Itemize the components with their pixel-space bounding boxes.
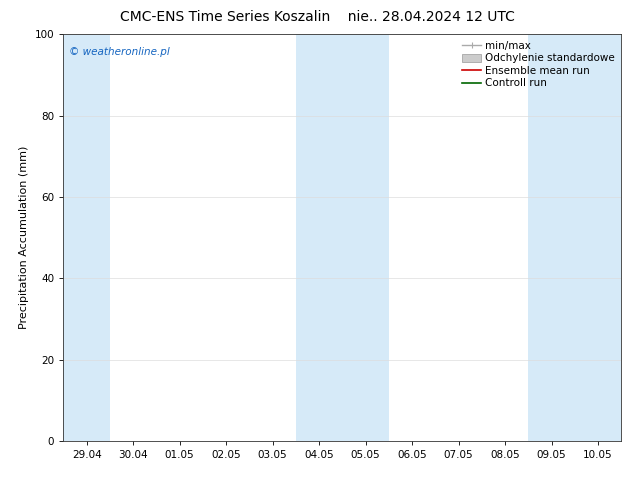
Bar [296,34,389,441]
Text: © weatheronline.pl: © weatheronline.pl [69,47,170,56]
Bar [63,34,110,441]
Bar [528,34,621,441]
Y-axis label: Precipitation Accumulation (mm): Precipitation Accumulation (mm) [19,146,29,329]
Legend: min/max, Odchylenie standardowe, Ensemble mean run, Controll run: min/max, Odchylenie standardowe, Ensembl… [458,36,619,93]
Text: CMC-ENS Time Series Koszalin    nie.. 28.04.2024 12 UTC: CMC-ENS Time Series Koszalin nie.. 28.04… [120,10,514,24]
